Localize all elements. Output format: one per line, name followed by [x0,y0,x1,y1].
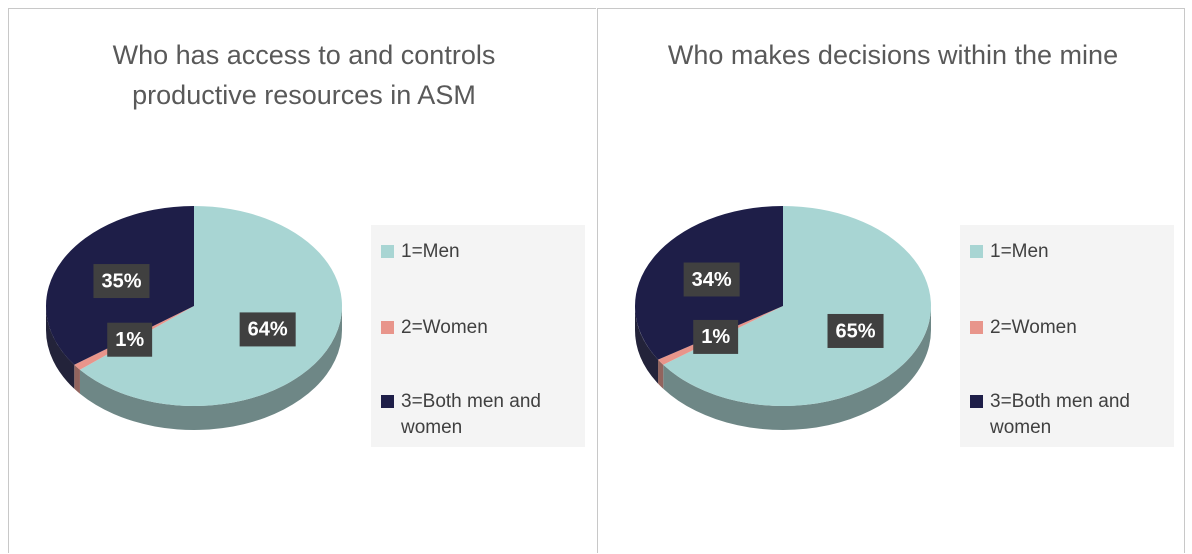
legend-item: 1=Men [381,239,581,265]
data-label-box [693,319,739,354]
data-label-box [239,312,296,347]
data-label-text: 64% [248,319,288,341]
chart-title: Who has access to and controls productiv… [112,40,496,110]
legend-swatch [381,321,394,334]
pie-side [46,306,75,389]
legend-label: 1=Men [401,241,460,262]
data-label-text: 1% [701,326,730,348]
pie-slice [663,206,931,406]
legend-item: 2=Women [381,315,581,341]
data-label: 1% [107,322,153,357]
legend-item: 3=Both men and women [381,389,581,441]
data-label-text: 65% [836,320,876,342]
legend-label: 2=Women [401,317,488,338]
legend-swatch [970,395,983,408]
data-label: 65% [827,313,884,348]
legend-item: 2=Women [970,315,1170,341]
data-label-box [827,313,884,348]
pie-side [663,306,931,431]
legend: 1=Men 2=Women 3=Both men and women [960,225,1174,447]
data-label: 1% [693,319,739,354]
data-label-box [93,264,150,299]
legend-item: 1=Men [970,239,1170,265]
pie-chart: 64% 1% 35% [46,206,342,430]
data-label-text: 35% [101,270,141,292]
pie-side [74,364,80,394]
legend-label: 2=Women [990,317,1077,338]
data-label-box [683,262,740,297]
data-label: 34% [683,262,740,297]
legend-swatch [381,395,394,408]
legend-label: 3=Both men and women [401,391,541,438]
data-label: 64% [239,312,296,347]
legend-swatch [381,245,394,258]
pie-side [658,359,664,389]
pie-side [79,306,342,430]
chart-title: Who makes decisions within the mine [667,40,1119,70]
data-label-text: 34% [692,269,732,291]
legend-label: 3=Both men and women [990,391,1130,438]
legend: 1=Men 2=Women 3=Both men and women [371,225,585,447]
legend-swatch [970,321,983,334]
data-label-box [107,322,153,357]
legend-item: 3=Both men and women [970,389,1170,441]
chart-panel: Who makes decisions within the mine 65% 1%… [597,8,1185,553]
data-label-text: 1% [115,329,144,351]
chart-panel: Who has access to and controls productiv… [8,8,596,553]
legend-swatch [970,245,983,258]
data-label: 35% [93,264,150,299]
pie-chart: 65% 1% 34% [635,206,931,431]
pie-side [635,306,659,384]
legend-label: 1=Men [990,241,1049,262]
